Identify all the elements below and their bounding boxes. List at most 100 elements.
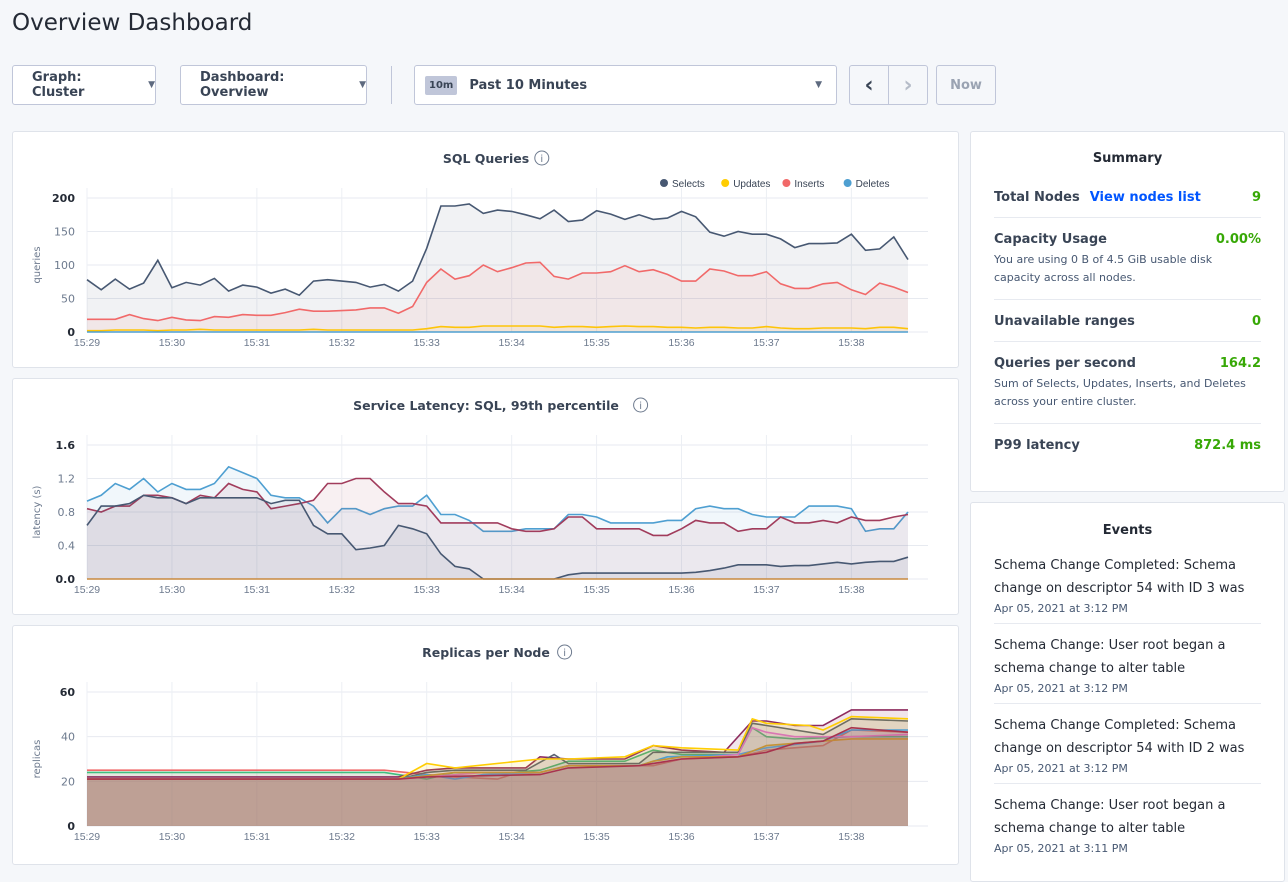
divider (391, 66, 392, 104)
x-tick-label: 15:31 (244, 584, 270, 596)
svg-text:i: i (540, 154, 543, 165)
legend-item[interactable]: Updates (721, 179, 770, 190)
y-tick-label: 40 (61, 731, 75, 744)
graph-select[interactable]: Graph: Cluster ▼ (12, 65, 156, 105)
series-area (87, 727, 908, 826)
series-inserts (87, 261, 909, 332)
x-tick-label: 15:35 (583, 584, 609, 596)
summary-value: 0 (1251, 314, 1261, 329)
y-tick-label: 1.2 (58, 473, 76, 486)
y-tick-label: 0.0 (56, 573, 76, 586)
summary-row-qps: Queries per second 164.2 Sum of Selects, U… (994, 342, 1261, 424)
series-line (87, 717, 909, 780)
series-1 (86, 477, 909, 579)
y-tick-label: 100 (54, 259, 75, 272)
x-tick-label: 15:34 (499, 831, 525, 843)
series-area (87, 727, 908, 826)
series-area (87, 466, 908, 579)
series-area (87, 204, 908, 332)
chart-title: SQL Queries (443, 151, 529, 166)
x-tick-label: 15:33 (414, 337, 440, 349)
dashboard-select[interactable]: Dashboard: Overview ▼ (180, 65, 367, 105)
events-title: Events (1102, 523, 1153, 538)
series-line (87, 325, 909, 332)
x-tick-label: 15:38 (838, 337, 864, 349)
legend-item[interactable]: Selects (660, 179, 705, 190)
x-tick-label: 15:30 (159, 831, 185, 843)
summary-label: Queries per second (994, 356, 1136, 371)
events-panel: Events Schema Change Completed: Schema c… (970, 502, 1285, 882)
series-selects (86, 203, 909, 332)
y-tick-label: 0.8 (58, 506, 76, 519)
now-button[interactable]: Now (936, 65, 996, 105)
info-icon[interactable]: i (633, 397, 649, 413)
x-tick-label: 15:29 (74, 831, 100, 843)
x-tick-label: 15:35 (583, 831, 609, 843)
x-tick-label: 15:38 (838, 831, 864, 843)
service-latency-chart: Service Latency: SQL, 99th percentile i 0.… (12, 378, 959, 615)
y-tick-label: 0 (67, 326, 75, 339)
series-updates (87, 325, 909, 332)
x-tick-label: 15:29 (74, 584, 100, 596)
series-line (86, 203, 909, 297)
summary-label: Total Nodes (994, 190, 1080, 205)
x-tick-label: 15:34 (499, 584, 525, 596)
view-nodes-link[interactable]: View nodes list (1089, 190, 1201, 205)
previous-button[interactable]: ‹ (849, 65, 889, 105)
summary-row-p99: P99 latency 872.4 ms (994, 424, 1261, 465)
summary-panel: Summary Total Nodes View nodes list 9 Capa… (970, 131, 1285, 492)
event-text: Schema Change Completed: Schema change o… (994, 718, 1245, 756)
x-tick-label: 15:32 (329, 337, 355, 349)
event-time: Apr 05, 2021 at 3:12 PM (994, 682, 1128, 695)
series-area (87, 738, 908, 826)
series-line (87, 715, 909, 780)
replicas-per-node-chart: Replicas per Node i 0 20 40 60 15:29 15:30 15:31… (12, 625, 959, 865)
next-button[interactable]: › (888, 65, 928, 105)
y-tick-label: 0.4 (58, 540, 76, 553)
x-tick-label: 15:32 (329, 584, 355, 596)
y-axis-label: replicas (32, 740, 43, 779)
info-icon[interactable]: i (534, 150, 550, 166)
summary-desc: You are using 0 B of 4.5 GiB usable disk… (994, 253, 1213, 284)
x-tick-label: 15:37 (753, 584, 779, 596)
time-range-label: Past 10 Minutes (469, 77, 588, 93)
y-tick-label: 20 (61, 775, 75, 788)
series-4 (87, 715, 909, 826)
event-item[interactable]: Schema Change: User root began a schema … (994, 624, 1261, 704)
x-tick-label: 15:36 (668, 584, 694, 596)
legend-item[interactable]: Deletes (843, 179, 890, 190)
event-item[interactable]: Schema Change Completed: Schema change o… (994, 704, 1261, 784)
x-tick-label: 15:31 (244, 831, 270, 843)
y-tick-label: 1.6 (56, 439, 76, 452)
time-range-select[interactable]: 10m Past 10 Minutes ▼ (414, 65, 837, 105)
event-text: Schema Change: User root began a schema … (994, 798, 1226, 836)
summary-row-unavailable: Unavailable ranges 0 (994, 300, 1261, 342)
y-tick-label: 200 (52, 192, 75, 205)
summary-desc: Sum of Selects, Updates, Inserts, and De… (994, 377, 1246, 408)
chevron-down-icon: ▼ (815, 80, 822, 90)
x-tick-label: 15:36 (668, 337, 694, 349)
x-tick-label: 15:32 (329, 831, 355, 843)
x-tick-label: 15:38 (838, 584, 864, 596)
svg-text:i: i (563, 648, 566, 659)
series-line (87, 726, 909, 780)
summary-label: Capacity Usage (994, 232, 1107, 247)
legend-item[interactable]: Inserts (782, 179, 824, 190)
y-tick-label: 50 (61, 293, 75, 306)
summary-title: Summary (1092, 151, 1163, 166)
y-axis-label: latency (s) (32, 485, 43, 538)
info-icon[interactable]: i (557, 644, 573, 660)
chart-title: Service Latency: SQL, 99th percentile (353, 398, 619, 413)
chevron-down-icon: ▼ (359, 80, 366, 90)
svg-text:i: i (639, 401, 642, 412)
event-time: Apr 05, 2021 at 3:11 PM (994, 842, 1128, 855)
summary-label: Unavailable ranges (994, 314, 1135, 329)
time-badge: 10m (425, 75, 458, 95)
summary-row-total-nodes: Total Nodes View nodes list 9 (994, 176, 1261, 218)
x-tick-label: 15:30 (159, 337, 185, 349)
y-tick-label: 60 (60, 686, 76, 699)
event-item[interactable]: Schema Change: User root began a schema … (994, 784, 1261, 863)
event-item[interactable]: Schema Change Completed: Schema change o… (994, 544, 1261, 624)
y-tick-label: 150 (54, 226, 75, 239)
y-axis-label: queries (32, 246, 43, 283)
